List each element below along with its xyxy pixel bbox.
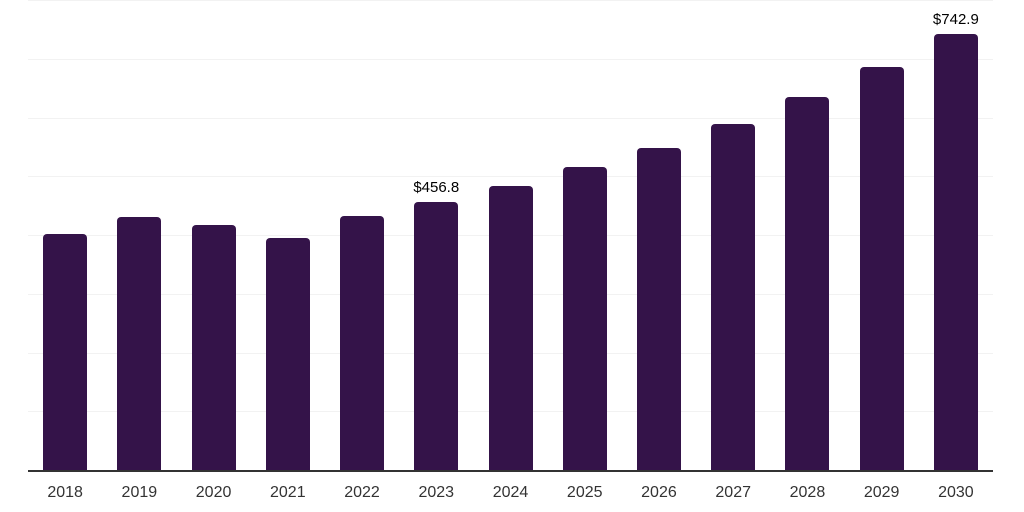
bar-2027 — [711, 123, 756, 470]
x-tick-label-2030: 2030 — [938, 484, 974, 501]
x-axis-line — [28, 470, 993, 472]
bar-2018 — [43, 233, 88, 470]
x-tick-label-2025: 2025 — [566, 484, 603, 501]
bar-2022 — [340, 215, 385, 470]
gridline-700 — [28, 58, 993, 60]
bar-2026 — [636, 147, 681, 470]
x-tick-label-2026: 2026 — [641, 484, 677, 501]
x-tick-label-2028: 2028 — [789, 484, 826, 501]
x-tick-label-2021: 2021 — [270, 484, 306, 501]
gridline-500 — [28, 176, 993, 178]
x-tick-label-2024: 2024 — [492, 484, 529, 501]
x-tick-label-2027: 2027 — [715, 484, 751, 501]
bar-2028 — [785, 96, 830, 470]
x-tick-label-2023: 2023 — [418, 484, 455, 501]
bar-2023 — [414, 201, 459, 470]
x-tick-label-2019: 2019 — [121, 484, 158, 501]
bar-2021 — [265, 237, 310, 470]
data-label-2023: $456.8 — [413, 178, 460, 196]
gridline-600 — [28, 117, 993, 119]
bar-2025 — [562, 167, 607, 470]
bar-2029 — [859, 66, 904, 470]
gridline-800 — [28, 0, 993, 1]
bar-2019 — [117, 216, 162, 470]
x-tick-label-2018: 2018 — [47, 484, 83, 501]
data-label-2030: $742.9 — [932, 10, 979, 28]
bar-2020 — [191, 225, 236, 470]
bar-2030 — [933, 33, 978, 470]
x-tick-label-2029: 2029 — [863, 484, 900, 501]
x-tick-label-2022: 2022 — [344, 484, 380, 501]
bar-2024 — [488, 185, 533, 470]
x-tick-label-2020: 2020 — [195, 484, 232, 501]
